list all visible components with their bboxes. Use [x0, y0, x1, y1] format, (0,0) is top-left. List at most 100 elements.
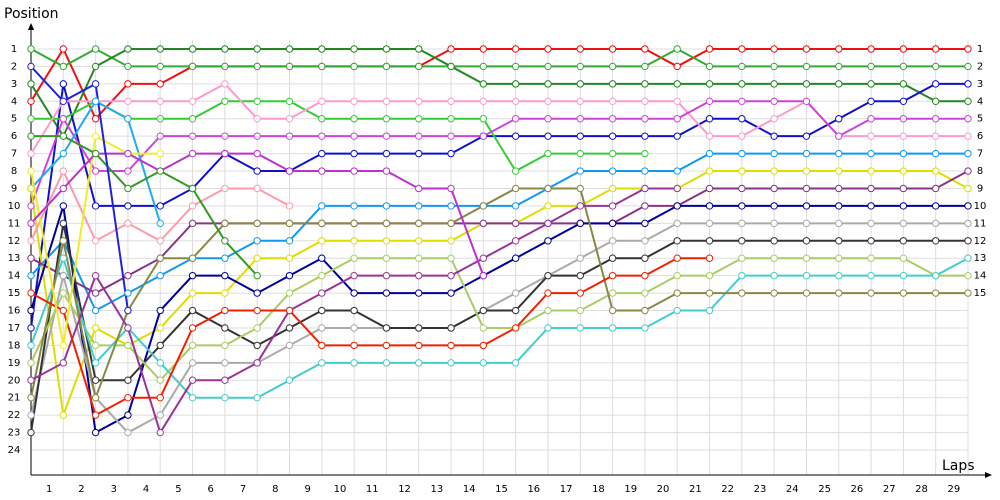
point [188, 202, 197, 210]
point [705, 254, 714, 262]
point [705, 62, 714, 71]
y-tick-label: 15 [8, 288, 21, 299]
point [544, 115, 552, 123]
y-tick-label: 18 [8, 340, 21, 351]
point [867, 167, 875, 175]
point [285, 62, 294, 71]
point [188, 271, 197, 280]
point [770, 271, 778, 280]
x-tick-label: 24 [786, 484, 799, 495]
point [253, 324, 261, 332]
point [899, 149, 908, 158]
point [285, 45, 294, 53]
point [27, 202, 35, 210]
point [964, 237, 972, 245]
point [673, 254, 681, 262]
point [705, 306, 714, 315]
y-tick-label: 22 [8, 410, 21, 421]
x-tick-label: 23 [754, 484, 767, 495]
point [835, 219, 843, 228]
point [964, 45, 972, 53]
point [479, 115, 488, 123]
series-line [30, 255, 969, 399]
point [253, 219, 261, 228]
point [608, 324, 617, 332]
point [738, 62, 746, 71]
point [253, 254, 261, 262]
point [59, 115, 68, 123]
point [479, 306, 488, 315]
point [964, 132, 972, 140]
point [415, 202, 423, 210]
point [931, 289, 940, 297]
point [253, 115, 261, 123]
point [27, 393, 35, 402]
series-line [30, 100, 968, 207]
point [770, 132, 778, 140]
point [156, 80, 164, 88]
point [91, 115, 100, 123]
point [59, 219, 68, 228]
point [544, 80, 552, 88]
point [802, 45, 811, 53]
point [350, 115, 358, 123]
point [479, 341, 488, 350]
point [285, 167, 294, 175]
point [705, 167, 714, 175]
point [608, 306, 617, 315]
point [867, 97, 875, 106]
point [382, 132, 391, 140]
point [931, 271, 940, 280]
point [931, 184, 940, 193]
y2-tick-label: 10 [974, 201, 987, 212]
point [511, 289, 520, 297]
point [253, 341, 261, 350]
point [899, 132, 908, 140]
series-line [30, 187, 968, 402]
point [576, 219, 584, 228]
point [835, 45, 843, 53]
point [318, 115, 326, 123]
point [27, 324, 35, 332]
point [867, 219, 875, 228]
point [802, 184, 811, 193]
point [318, 306, 326, 315]
point [511, 324, 520, 332]
y2-tick-label: 7 [977, 149, 983, 160]
y-tick-label: 7 [11, 149, 17, 160]
point [511, 254, 520, 262]
y2-tick-label: 6 [977, 131, 983, 142]
point [608, 167, 617, 175]
series-line [30, 48, 968, 139]
point [931, 97, 940, 106]
point [705, 115, 714, 123]
point [221, 237, 229, 245]
point [382, 149, 391, 158]
point [835, 80, 843, 88]
point [221, 62, 229, 71]
point [479, 62, 488, 71]
point [59, 359, 68, 367]
x-tick-label: 19 [624, 484, 637, 495]
point [221, 271, 229, 280]
point [124, 376, 132, 384]
y-tick-label: 23 [8, 428, 21, 439]
point [59, 97, 68, 106]
point [415, 359, 423, 367]
point [673, 306, 681, 315]
point [544, 132, 552, 140]
point [188, 149, 197, 158]
series-line [30, 82, 968, 329]
point [156, 45, 164, 53]
point [253, 393, 261, 402]
x-tick-label: 4 [143, 484, 149, 495]
point [124, 115, 132, 123]
point [867, 202, 875, 210]
point [705, 271, 714, 280]
point [27, 254, 35, 262]
point [156, 271, 164, 280]
point [415, 184, 423, 193]
point [673, 45, 681, 53]
point [350, 219, 358, 228]
point [964, 115, 972, 123]
